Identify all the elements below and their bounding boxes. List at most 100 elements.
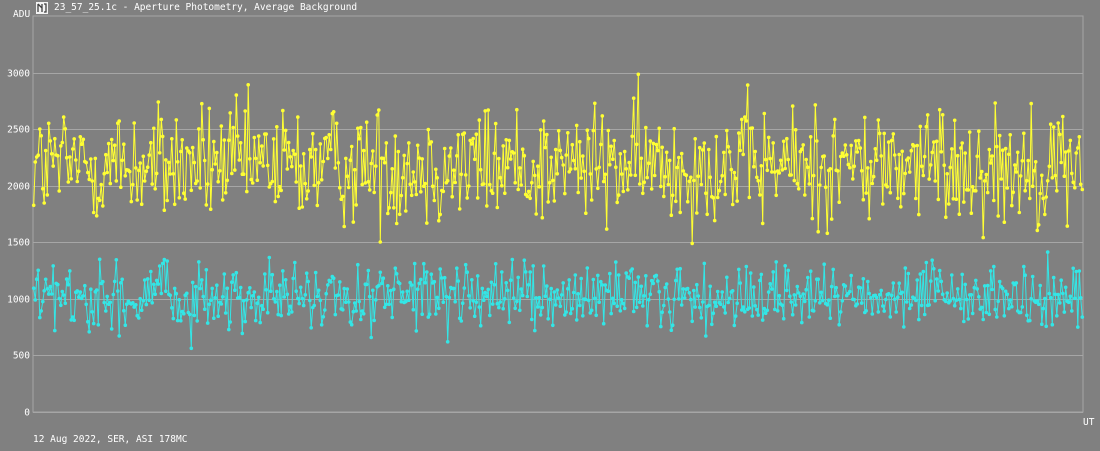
data-point [346, 300, 351, 304]
data-point [870, 181, 875, 186]
data-point [838, 310, 843, 314]
data-point [42, 289, 46, 293]
data-point [642, 180, 646, 184]
data-point [435, 176, 440, 180]
app-icon[interactable] [36, 2, 48, 14]
data-point [31, 203, 36, 208]
data-point [1014, 281, 1019, 285]
data-point [783, 264, 787, 268]
data-point [508, 278, 513, 283]
data-point [699, 316, 704, 320]
data-point [921, 269, 926, 274]
data-point [526, 189, 531, 194]
data-point [75, 289, 80, 293]
data-point [993, 307, 997, 312]
data-point [1053, 173, 1057, 178]
data-point [46, 121, 51, 126]
y-tick-label: 1500 [7, 238, 30, 249]
data-point [659, 324, 663, 329]
data-point [520, 147, 525, 151]
data-point [230, 280, 234, 285]
data-point [948, 299, 952, 303]
data-point [785, 288, 789, 293]
data-point [870, 312, 875, 316]
data-point [192, 313, 197, 318]
data-point [537, 185, 542, 189]
data-point [882, 131, 886, 136]
data-point [296, 296, 300, 301]
data-point [505, 288, 510, 293]
data-point [384, 141, 389, 145]
data-point [412, 261, 417, 266]
data-point [879, 288, 883, 293]
data-point [516, 187, 520, 192]
data-point [771, 141, 775, 145]
data-point [420, 157, 425, 161]
data-point [755, 175, 759, 180]
data-point [978, 176, 982, 180]
data-point [440, 276, 444, 280]
data-point [597, 165, 601, 170]
data-point [304, 197, 309, 201]
data-point [273, 199, 278, 204]
data-point [281, 108, 285, 113]
data-point [657, 126, 661, 131]
data-point [561, 163, 565, 167]
data-point [897, 281, 901, 286]
data-point [596, 273, 600, 278]
data-point [714, 134, 719, 139]
data-point [116, 289, 120, 293]
data-point [540, 215, 545, 220]
data-point [336, 293, 341, 297]
data-point [76, 169, 81, 173]
data-point [478, 323, 483, 328]
data-point [111, 158, 116, 163]
data-point [1078, 296, 1083, 300]
data-point [215, 283, 219, 288]
data-point [131, 182, 135, 187]
data-point [678, 210, 682, 215]
data-point [889, 138, 894, 143]
data-point [1047, 164, 1052, 169]
data-point [808, 135, 813, 139]
data-point [995, 315, 999, 319]
data-point [836, 169, 840, 173]
data-point [124, 302, 129, 307]
data-point [618, 309, 623, 313]
data-point [291, 148, 296, 153]
data-point [218, 169, 222, 173]
data-point [281, 269, 285, 273]
data-point [790, 104, 795, 108]
data-point [261, 164, 266, 168]
data-point [966, 188, 971, 192]
data-point [750, 314, 755, 318]
data-point [123, 323, 128, 328]
data-point [306, 279, 311, 284]
data-point [264, 132, 269, 136]
data-point [859, 169, 864, 173]
data-point [256, 134, 261, 138]
data-point [645, 175, 649, 180]
data-point [641, 191, 645, 196]
y-tick-label: 3000 [7, 69, 30, 80]
data-point [288, 304, 293, 309]
data-point [919, 164, 924, 168]
data-point [974, 189, 978, 193]
data-point [940, 292, 945, 297]
data-point [153, 187, 157, 191]
data-point [891, 132, 896, 136]
data-point [904, 300, 909, 304]
data-point [210, 286, 214, 291]
data-point [150, 301, 154, 305]
data-point [106, 141, 111, 146]
data-point [407, 298, 411, 303]
data-point [252, 290, 257, 294]
data-point [793, 303, 798, 307]
data-point [86, 170, 90, 175]
data-point [937, 268, 942, 273]
data-point [134, 166, 138, 170]
data-point [409, 283, 414, 287]
data-point [888, 190, 893, 195]
plot-frame [32, 15, 1084, 413]
data-point [669, 213, 674, 217]
